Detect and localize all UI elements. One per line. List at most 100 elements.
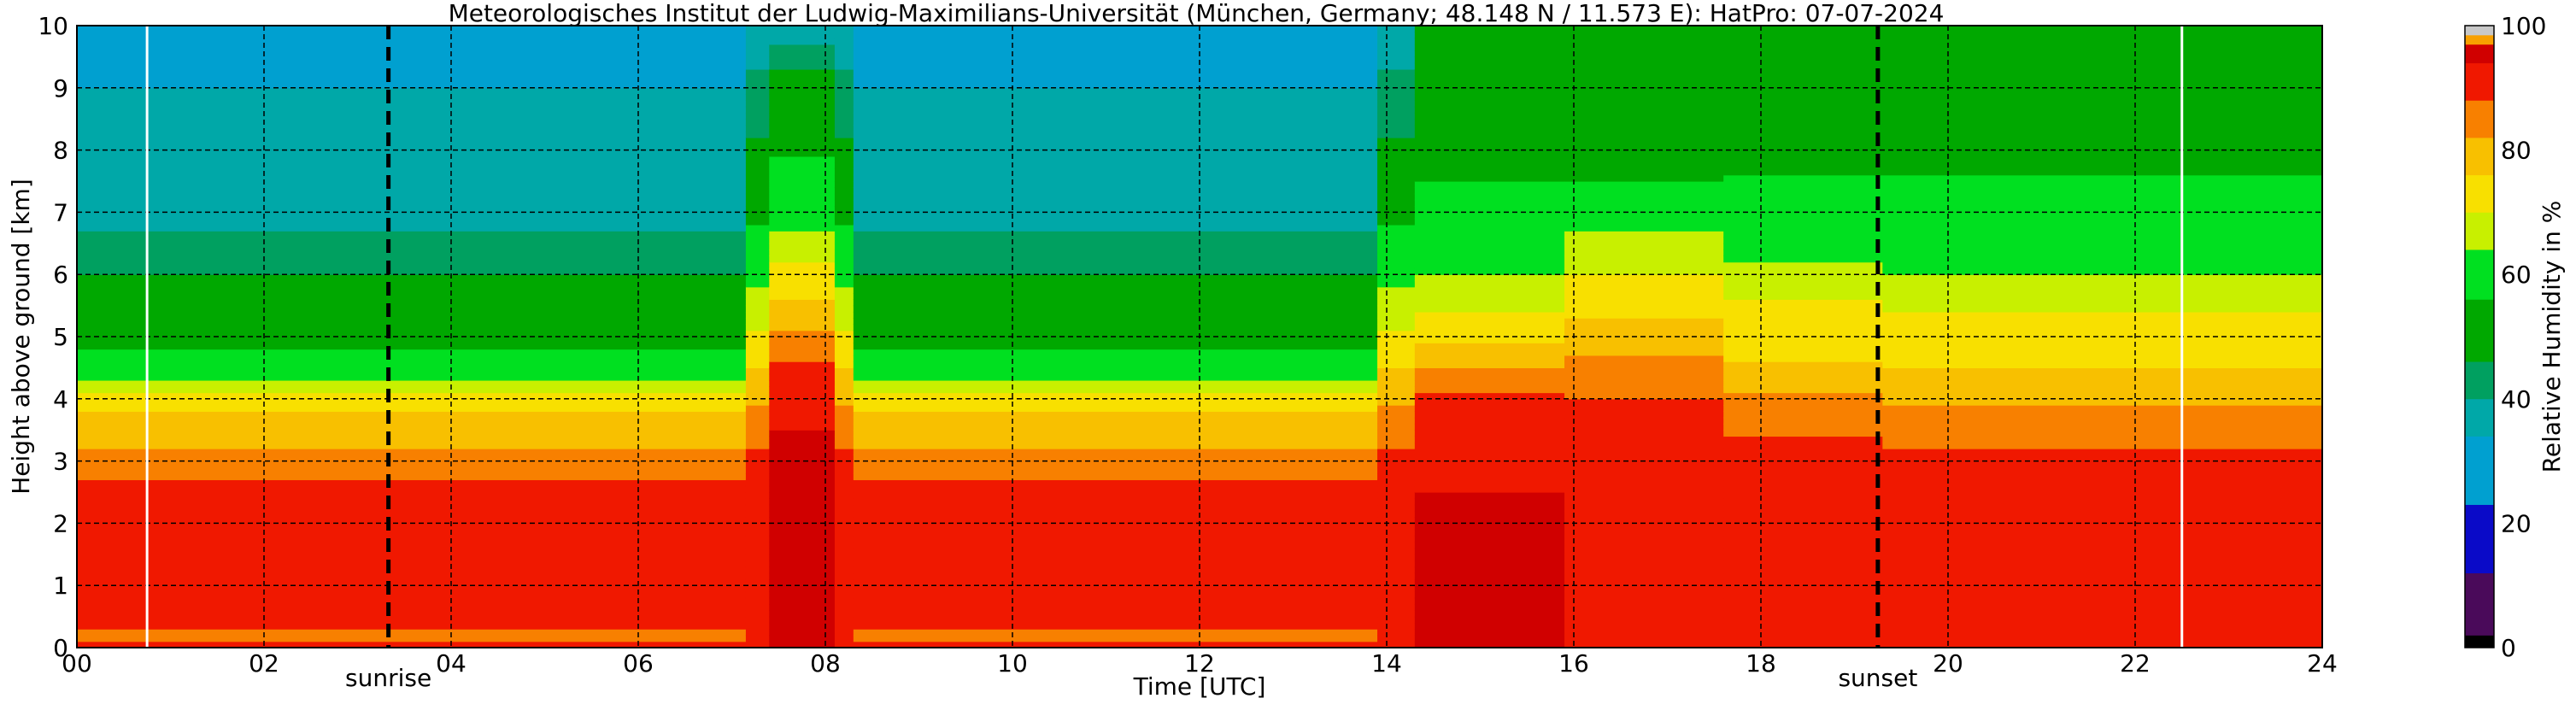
heatmap-cell (1882, 119, 2323, 126)
heatmap-cell (1723, 529, 1883, 537)
heatmap-cell (745, 610, 770, 618)
heatmap-cell (1414, 517, 1565, 524)
heatmap-cell (1723, 330, 1883, 337)
heatmap-cell (1564, 423, 1724, 431)
heatmap-cell (769, 473, 836, 481)
heatmap-cell (1882, 144, 2323, 151)
heatmap-cell (1564, 237, 1724, 244)
y-tick-label: 1 (53, 572, 68, 600)
heatmap-cell (77, 237, 747, 244)
heatmap-cell (1414, 299, 1565, 307)
heatmap-cell (1564, 386, 1724, 394)
heatmap-cell (1564, 249, 1724, 256)
heatmap-cell (1723, 286, 1883, 294)
heatmap-cell (1564, 138, 1724, 144)
heatmap-cell (1377, 255, 1416, 263)
heatmap-cell (853, 343, 1378, 350)
heatmap-cell (77, 231, 747, 238)
heatmap-cell (1377, 542, 1416, 549)
heatmap-cell (1564, 622, 1724, 630)
heatmap-cell (745, 337, 770, 343)
heatmap-cell (745, 529, 770, 537)
heatmap-cell (853, 274, 1378, 282)
heatmap-cell (853, 68, 1378, 76)
heatmap-cell (1882, 261, 2323, 269)
heatmap-cell (1564, 224, 1724, 232)
heatmap-cell (1564, 94, 1724, 101)
heatmap-cell (745, 174, 770, 182)
heatmap-cell (1564, 629, 1724, 637)
heatmap-cell (1377, 423, 1416, 431)
heatmap-cell (1564, 255, 1724, 263)
heatmap-cell (745, 461, 770, 468)
heatmap-cell (1564, 455, 1724, 462)
plot-frame (76, 25, 2323, 648)
heatmap-cell (1377, 44, 1416, 51)
heatmap-cell (77, 535, 747, 543)
heatmap-cell (769, 318, 836, 326)
heatmap-cell (1414, 629, 1565, 637)
heatmap-cell (745, 243, 770, 250)
heatmap-cell (769, 243, 836, 250)
heatmap-cell (853, 87, 1378, 95)
heatmap-cell (745, 131, 770, 138)
heatmap-cell (1414, 187, 1565, 195)
heatmap-cell (1882, 492, 2323, 499)
heatmap-cell (77, 405, 747, 412)
heatmap-cell (745, 635, 770, 642)
heatmap-cell (1723, 87, 1883, 95)
heatmap-cell (77, 554, 747, 561)
heatmap-cell (834, 542, 854, 549)
heatmap-cell (769, 622, 836, 630)
heatmap-cell (1882, 249, 2323, 256)
heatmap-cell (834, 510, 854, 518)
heatmap-cell (1723, 504, 1883, 512)
heatmap-cell (1882, 542, 2323, 549)
heatmap-cell (853, 206, 1378, 213)
heatmap-cell (1723, 392, 1883, 400)
heatmap-cell (1882, 224, 2323, 232)
heatmap-cell (1414, 255, 1565, 263)
heatmap-cell (745, 187, 770, 195)
heatmap-cell (1882, 231, 2323, 238)
heatmap-cell (769, 523, 836, 531)
heatmap-cell (1882, 392, 2323, 400)
heatmap-cell (77, 542, 747, 549)
heatmap-cell (1723, 237, 1883, 244)
heatmap-cell (77, 485, 747, 493)
heatmap-cell (834, 106, 854, 114)
heatmap-cell (745, 517, 770, 524)
heatmap-cell (745, 299, 770, 307)
heatmap-cell (77, 529, 747, 537)
heatmap-cell (1414, 38, 1565, 45)
heatmap-cell (769, 299, 836, 307)
heatmap-cell (1377, 629, 1416, 637)
heatmap-cell (1564, 32, 1724, 39)
heatmap-cell (77, 131, 747, 138)
heatmap-cell (1723, 379, 1883, 387)
heatmap-cell (769, 367, 836, 375)
heatmap-cell (853, 392, 1378, 400)
heatmap-cell (853, 32, 1378, 39)
heatmap-cell (1414, 635, 1565, 642)
heatmap-cell (1564, 305, 1724, 313)
heatmap-cell (1564, 436, 1724, 443)
heatmap-cell (1723, 466, 1883, 474)
heatmap-cell (834, 155, 854, 163)
heatmap-cell (853, 473, 1378, 481)
heatmap-cell (834, 504, 854, 512)
heatmap-cell (834, 461, 854, 468)
heatmap-cell (834, 87, 854, 95)
y-tick-label: 0 (53, 634, 68, 662)
heatmap-cell (77, 144, 747, 151)
heatmap-cell (77, 305, 747, 313)
heatmap-cell (1564, 174, 1724, 182)
colorbar-segment (2465, 44, 2494, 64)
heatmap-cell (1564, 150, 1724, 157)
heatmap-cell (1377, 461, 1416, 468)
heatmap-cell (769, 610, 836, 618)
heatmap-cell (745, 68, 770, 76)
heatmap-cell (77, 604, 747, 611)
heatmap-cell (77, 367, 747, 375)
heatmap-cell (769, 405, 836, 412)
